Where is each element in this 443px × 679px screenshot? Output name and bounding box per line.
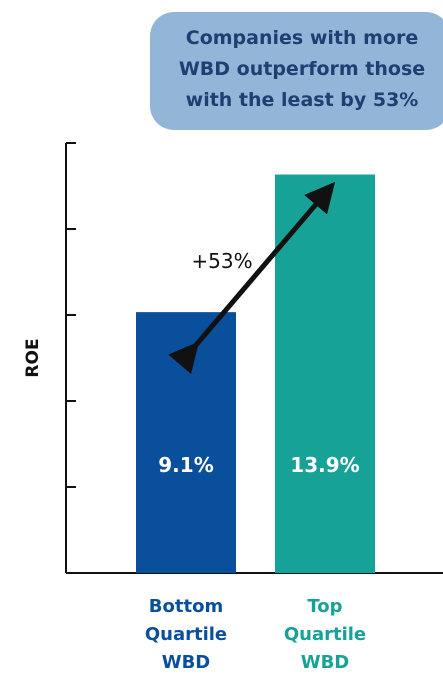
- callout-line-1: Companies with more: [186, 27, 418, 49]
- callout-line-2: WBD outperform those: [179, 58, 425, 80]
- callout-bubble: Companies with more WBD outperform those…: [150, 12, 443, 130]
- category-label: WBD: [301, 652, 350, 673]
- category-label: Quartile: [145, 624, 227, 645]
- bar-value-label: 13.9%: [290, 453, 359, 477]
- category-label: WBD: [162, 652, 211, 673]
- category-label: Bottom: [149, 596, 223, 617]
- callout-line-3: with the least by 53%: [186, 89, 419, 111]
- difference-annotation: +53%: [191, 249, 252, 273]
- y-axis-label: ROE: [23, 338, 43, 377]
- bar-bottom-quartile: [136, 312, 236, 573]
- axes: [65, 142, 443, 574]
- bars: [136, 174, 375, 574]
- bar-value-label: 9.1%: [158, 453, 213, 477]
- difference-arrow: [168, 181, 336, 375]
- category-labels: Bottom Quartile WBD Top Quartile WBD: [145, 596, 366, 673]
- bar-value-labels: 9.1% 13.9%: [158, 453, 359, 477]
- category-label: Top: [307, 596, 342, 617]
- category-label: Quartile: [284, 624, 366, 645]
- callout-bubble-background: [150, 12, 443, 130]
